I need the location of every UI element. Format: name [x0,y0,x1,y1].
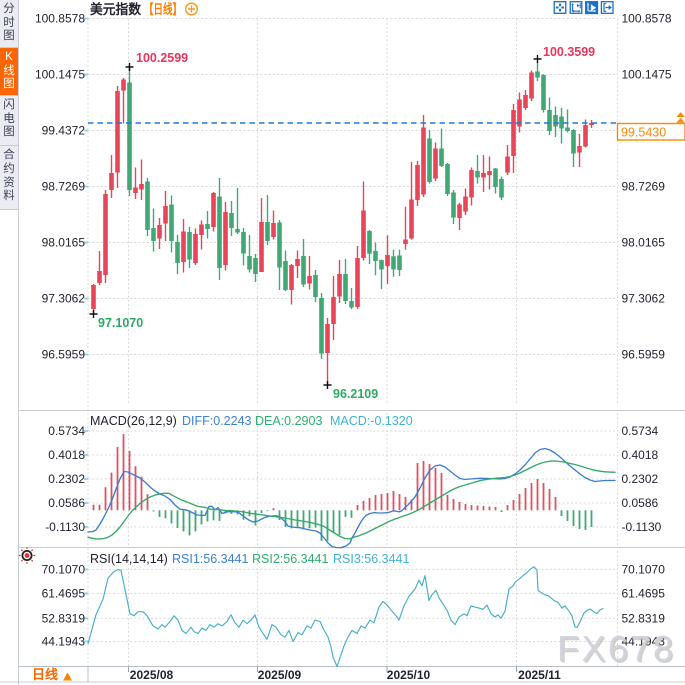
svg-text:RSI1:56.3441: RSI1:56.3441 [172,552,248,566]
svg-text:70.1070: 70.1070 [42,562,86,576]
svg-text:-0.1130: -0.1130 [45,520,85,534]
svg-text:96.5959: 96.5959 [622,348,666,362]
svg-text:61.4695: 61.4695 [42,586,86,600]
svg-text:日线: 日线 [32,667,58,682]
svg-text:0.5734: 0.5734 [48,424,85,438]
svg-text:100.8578: 100.8578 [35,12,85,26]
svg-text:0.0586: 0.0586 [622,496,659,510]
svg-text:0.4018: 0.4018 [48,448,85,462]
svg-text:97.1070: 97.1070 [98,316,143,330]
svg-text:100.1475: 100.1475 [35,68,85,82]
svg-text:61.4695: 61.4695 [622,586,666,600]
svg-text:44.1943: 44.1943 [42,635,86,649]
svg-text:98.7269: 98.7269 [622,180,666,194]
svg-text:DEA:0.2903: DEA:0.2903 [255,414,322,428]
svg-text:98.7269: 98.7269 [42,180,86,194]
svg-text:0.2302: 0.2302 [622,472,659,486]
svg-text:2025/10: 2025/10 [387,668,431,682]
svg-text:100.8578: 100.8578 [622,12,672,26]
svg-text:0.2302: 0.2302 [48,472,85,486]
svg-text:96.2109: 96.2109 [333,387,378,401]
svg-text:0.5734: 0.5734 [622,424,659,438]
svg-text:0.0586: 0.0586 [48,496,85,510]
svg-text:52.8319: 52.8319 [622,611,666,625]
svg-text:DIFF:0.2243: DIFF:0.2243 [182,414,252,428]
svg-text:FX678: FX678 [557,628,676,669]
svg-text:96.5959: 96.5959 [42,348,86,362]
svg-text:【日线】: 【日线】 [144,1,182,17]
svg-text:MACD(26,12,9): MACD(26,12,9) [90,414,177,428]
svg-text:RSI2:56.3441: RSI2:56.3441 [252,552,328,566]
svg-text:0.4018: 0.4018 [622,448,659,462]
svg-text:100.1475: 100.1475 [622,68,672,82]
svg-text:-0.1130: -0.1130 [622,520,662,534]
svg-text:FX678: FX678 [559,630,678,671]
svg-text:70.1070: 70.1070 [622,562,666,576]
svg-text:99.5430: 99.5430 [621,126,666,140]
svg-text:100.2599: 100.2599 [136,51,188,65]
svg-text:2025/09: 2025/09 [258,668,302,682]
svg-text:98.0165: 98.0165 [42,236,86,250]
svg-text:2025/11: 2025/11 [518,668,561,682]
svg-text:97.3062: 97.3062 [42,292,86,306]
svg-text:52.8319: 52.8319 [42,611,86,625]
svg-text:98.0165: 98.0165 [622,236,666,250]
svg-text:100.3599: 100.3599 [543,45,595,59]
svg-text:97.3062: 97.3062 [622,292,666,306]
svg-text:MACD:-0.1320: MACD:-0.1320 [330,414,413,428]
svg-text:2025/08: 2025/08 [130,668,174,682]
svg-text:RSI(14,14,14): RSI(14,14,14) [90,552,168,566]
svg-text:RSI3:56.3441: RSI3:56.3441 [333,552,409,566]
svg-text:99.4372: 99.4372 [42,124,86,138]
svg-text:美元指数: 美元指数 [90,1,141,17]
svg-text:44.1943: 44.1943 [622,635,666,649]
